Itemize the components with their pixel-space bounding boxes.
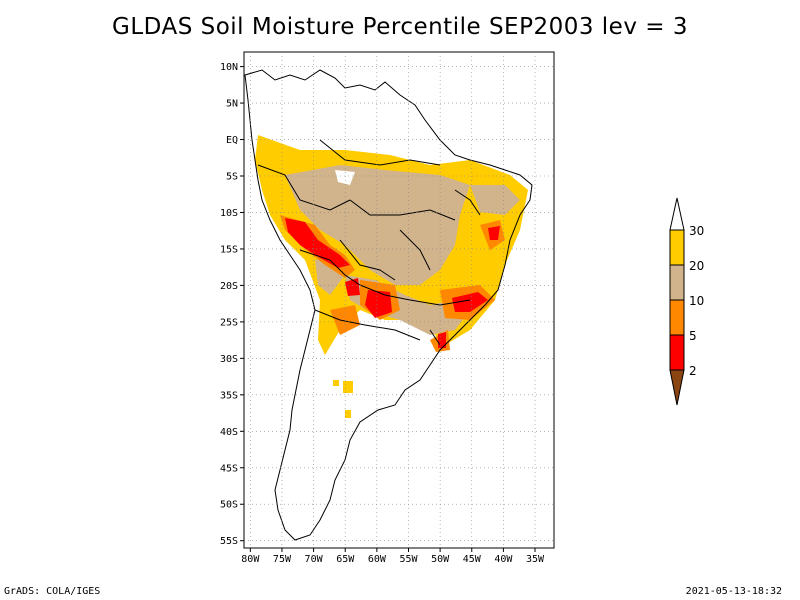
lat-tick-label: 5S xyxy=(226,172,238,183)
lat-tick-label: 50S xyxy=(220,500,238,511)
colorbar-label-20: 20 xyxy=(689,259,704,273)
latitude-axis: 10N 5N EQ 5S 10S 15S 20S 25S 30S 35S 40S 45S 50S 55S xyxy=(220,62,244,547)
lon-tick-label: 40W xyxy=(494,554,513,565)
colorbar-segment-20-30 xyxy=(669,229,685,266)
lat-tick-label: 55S xyxy=(220,536,238,547)
footer-credit: GrADS: COLA/IGES xyxy=(4,586,101,597)
lat-tick-label: 15S xyxy=(220,244,238,255)
colorbar-segment-2-5 xyxy=(669,334,685,371)
lon-tick-label: 60W xyxy=(368,554,387,565)
lat-tick-label: 10S xyxy=(220,208,238,219)
gridlines xyxy=(244,52,554,548)
colorbar-label-30: 30 xyxy=(689,224,704,238)
soil-moisture-fill xyxy=(255,135,528,418)
coastline xyxy=(244,69,533,541)
colorbar-segment-5-10 xyxy=(669,299,685,336)
colorbar-label-10: 10 xyxy=(689,294,704,308)
lat-tick-label: 35S xyxy=(220,390,238,401)
lon-tick-label: 55W xyxy=(399,554,418,565)
lat-tick-label: 45S xyxy=(220,463,238,474)
lat-tick-label: 30S xyxy=(220,354,238,365)
lon-tick-label: 45W xyxy=(463,554,482,565)
lon-tick-label: 75W xyxy=(273,554,292,565)
lon-tick-label: 80W xyxy=(241,554,260,565)
colorbar-segment-10-20 xyxy=(669,264,685,301)
colorbar-cap-bottom xyxy=(669,369,685,406)
lon-tick-label: 65W xyxy=(336,554,355,565)
lat-tick-label: 40S xyxy=(220,427,238,438)
colorbar-label-2: 2 xyxy=(689,364,697,378)
lon-tick-label: 50W xyxy=(431,554,450,565)
lon-tick-label: 35W xyxy=(526,554,545,565)
lat-tick-label: EQ xyxy=(226,135,238,146)
lon-tick-label: 70W xyxy=(305,554,324,565)
lat-tick-label: 10N xyxy=(220,62,238,73)
lat-tick-label: 25S xyxy=(220,317,238,328)
map-frame xyxy=(243,51,555,549)
longitude-axis: 80W 75W 70W 65W 60W 55W 50W 45W 40W 35W xyxy=(241,548,545,565)
lat-tick-label: 5N xyxy=(226,99,238,110)
lat-tick-label: 20S xyxy=(220,281,238,292)
footer-timestamp: 2021-05-13-18:32 xyxy=(685,586,782,597)
colorbar: 30 20 10 5 2 xyxy=(669,197,704,406)
colorbar-cap-top xyxy=(669,197,685,231)
colorbar-label-5: 5 xyxy=(689,329,697,343)
map-title: GLDAS Soil Moisture Percentile SEP2003 l… xyxy=(112,14,688,40)
